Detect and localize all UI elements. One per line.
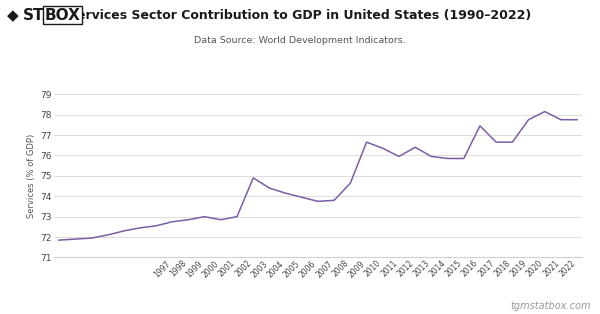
Text: STAT: STAT xyxy=(23,8,64,23)
Text: tgmstatbox.com: tgmstatbox.com xyxy=(511,301,591,311)
Text: ◆: ◆ xyxy=(7,8,19,23)
Text: Services Sector Contribution to GDP in United States (1990–2022): Services Sector Contribution to GDP in U… xyxy=(68,9,532,22)
Y-axis label: Services (% of GDP): Services (% of GDP) xyxy=(26,134,35,218)
Text: BOX: BOX xyxy=(45,8,81,23)
Text: Data Source: World Development Indicators.: Data Source: World Development Indicator… xyxy=(194,36,406,45)
